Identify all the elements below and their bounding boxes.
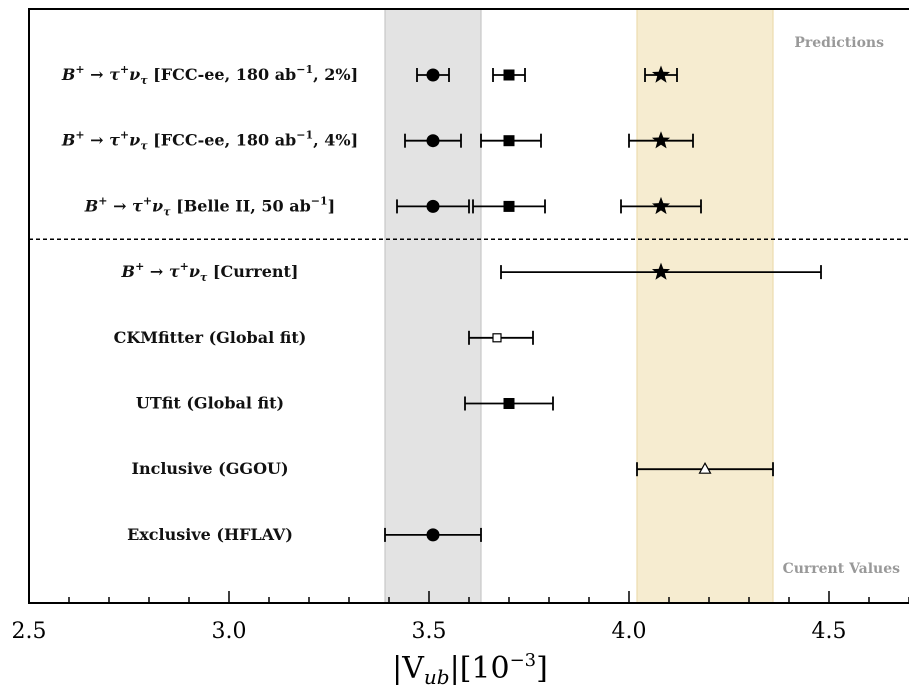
data-row [464, 396, 554, 411]
x-axis-title-subscript: ub [424, 665, 450, 687]
row-label-part: τ [200, 271, 208, 284]
row-label-part: → τ [144, 262, 180, 281]
row-label-part: [Current] [207, 262, 298, 281]
row-label: CKMfitter (Global fit) [114, 328, 307, 347]
circle-marker [426, 68, 440, 82]
row-label-part: B [121, 262, 136, 281]
row-label: UTfit (Global fit) [136, 394, 284, 413]
row-label-part: τ [163, 205, 171, 218]
row-label: Inclusive (GGOU) [131, 459, 288, 478]
x-tick-label: 3.0 [212, 619, 247, 644]
data-row [468, 330, 534, 345]
x-tick-label: 3.5 [412, 619, 447, 644]
x-tick-label: 4.0 [612, 619, 647, 644]
row-label-part: τ [140, 74, 148, 87]
square-marker [503, 69, 515, 81]
star-marker [651, 65, 671, 83]
row-label-part: + [98, 194, 107, 207]
x-tick-label: 2.5 [12, 619, 47, 644]
row-label-part: [FCC-ee, 180 ab [148, 65, 297, 84]
current-values-annotation: Current Values [783, 561, 901, 577]
x-axis-title-part: ] [536, 651, 548, 686]
row-label-layer: B+ → τ+ντ [FCC-ee, 180 ab−1, 2%]B+ → τ+ν… [61, 63, 358, 544]
row-label-part: → τ [85, 131, 121, 150]
row-label: B+ → τ+ντ [Current] [121, 260, 299, 284]
row-label-part: −1 [296, 129, 313, 142]
row-label-part: τ [140, 140, 148, 153]
row-label-part: B [84, 196, 99, 215]
row-label-part: + [75, 63, 84, 76]
data-row [636, 461, 774, 477]
x-axis-title-part: |V [392, 651, 425, 686]
row-label: B+ → τ+ντ [FCC-ee, 180 ab−1, 4%] [61, 129, 358, 153]
row-label: B+ → τ+ντ [Belle II, 50 ab−1] [84, 194, 336, 218]
square-marker [503, 135, 515, 147]
row-label-part: → τ [85, 65, 121, 84]
row-label-part: , 2%] [313, 65, 358, 84]
row-label: Exclusive (HFLAV) [127, 525, 293, 544]
row-label-part: + [120, 63, 129, 76]
band-layer [384, 8, 774, 604]
data-row [500, 262, 822, 280]
x-axis-title: |Vub|[10−3] [392, 650, 548, 687]
row-label-part: ν [129, 65, 140, 84]
row-label-part: + [120, 129, 129, 142]
row-label-part: ν [129, 131, 140, 150]
row-label-part: ] [328, 196, 336, 215]
star-marker [651, 262, 671, 280]
inclusive-band [636, 8, 774, 604]
star-marker [651, 131, 671, 149]
data-row [396, 196, 702, 215]
row-label-part: B [61, 65, 76, 84]
x-axis-title-part: |[10 [450, 651, 510, 686]
star-marker [651, 196, 671, 215]
exclusive-band [384, 8, 482, 604]
circle-marker [426, 134, 440, 148]
data-row [384, 527, 482, 542]
row-label-part: −1 [296, 63, 313, 76]
open-square-marker [492, 333, 502, 343]
row-label-part: , 4%] [313, 131, 358, 150]
row-label-part: + [143, 194, 152, 207]
open-triangle-marker [698, 461, 712, 474]
marker-layer [384, 65, 822, 542]
row-label-part: [FCC-ee, 180 ab [148, 131, 297, 150]
plot-frame [28, 8, 909, 604]
row-label-part: [Belle II, 50 ab [171, 196, 311, 215]
row-label-part: −1 [311, 194, 328, 207]
row-label-part: B [61, 131, 76, 150]
circle-marker [426, 199, 440, 213]
x-axis-title-superscript: −3 [510, 650, 537, 671]
row-label-part: ν [189, 262, 200, 281]
square-marker [503, 398, 515, 409]
predictions-annotation: Predictions [794, 35, 884, 51]
data-row [416, 65, 678, 83]
row-label-part: + [135, 260, 144, 273]
x-axis-ticks: 2.5 3.0 3.5 4.0 4.5 [12, 591, 909, 644]
row-label: B+ → τ+ντ [FCC-ee, 180 ab−1, 2%] [61, 63, 358, 87]
x-tick-label: 4.5 [812, 619, 847, 644]
circle-marker [426, 528, 440, 542]
data-row [404, 131, 694, 149]
row-label-part: + [75, 129, 84, 142]
square-marker [503, 200, 515, 212]
row-label-part: → τ [108, 196, 144, 215]
row-label-part: + [180, 260, 189, 273]
row-label-part: ν [152, 196, 163, 215]
